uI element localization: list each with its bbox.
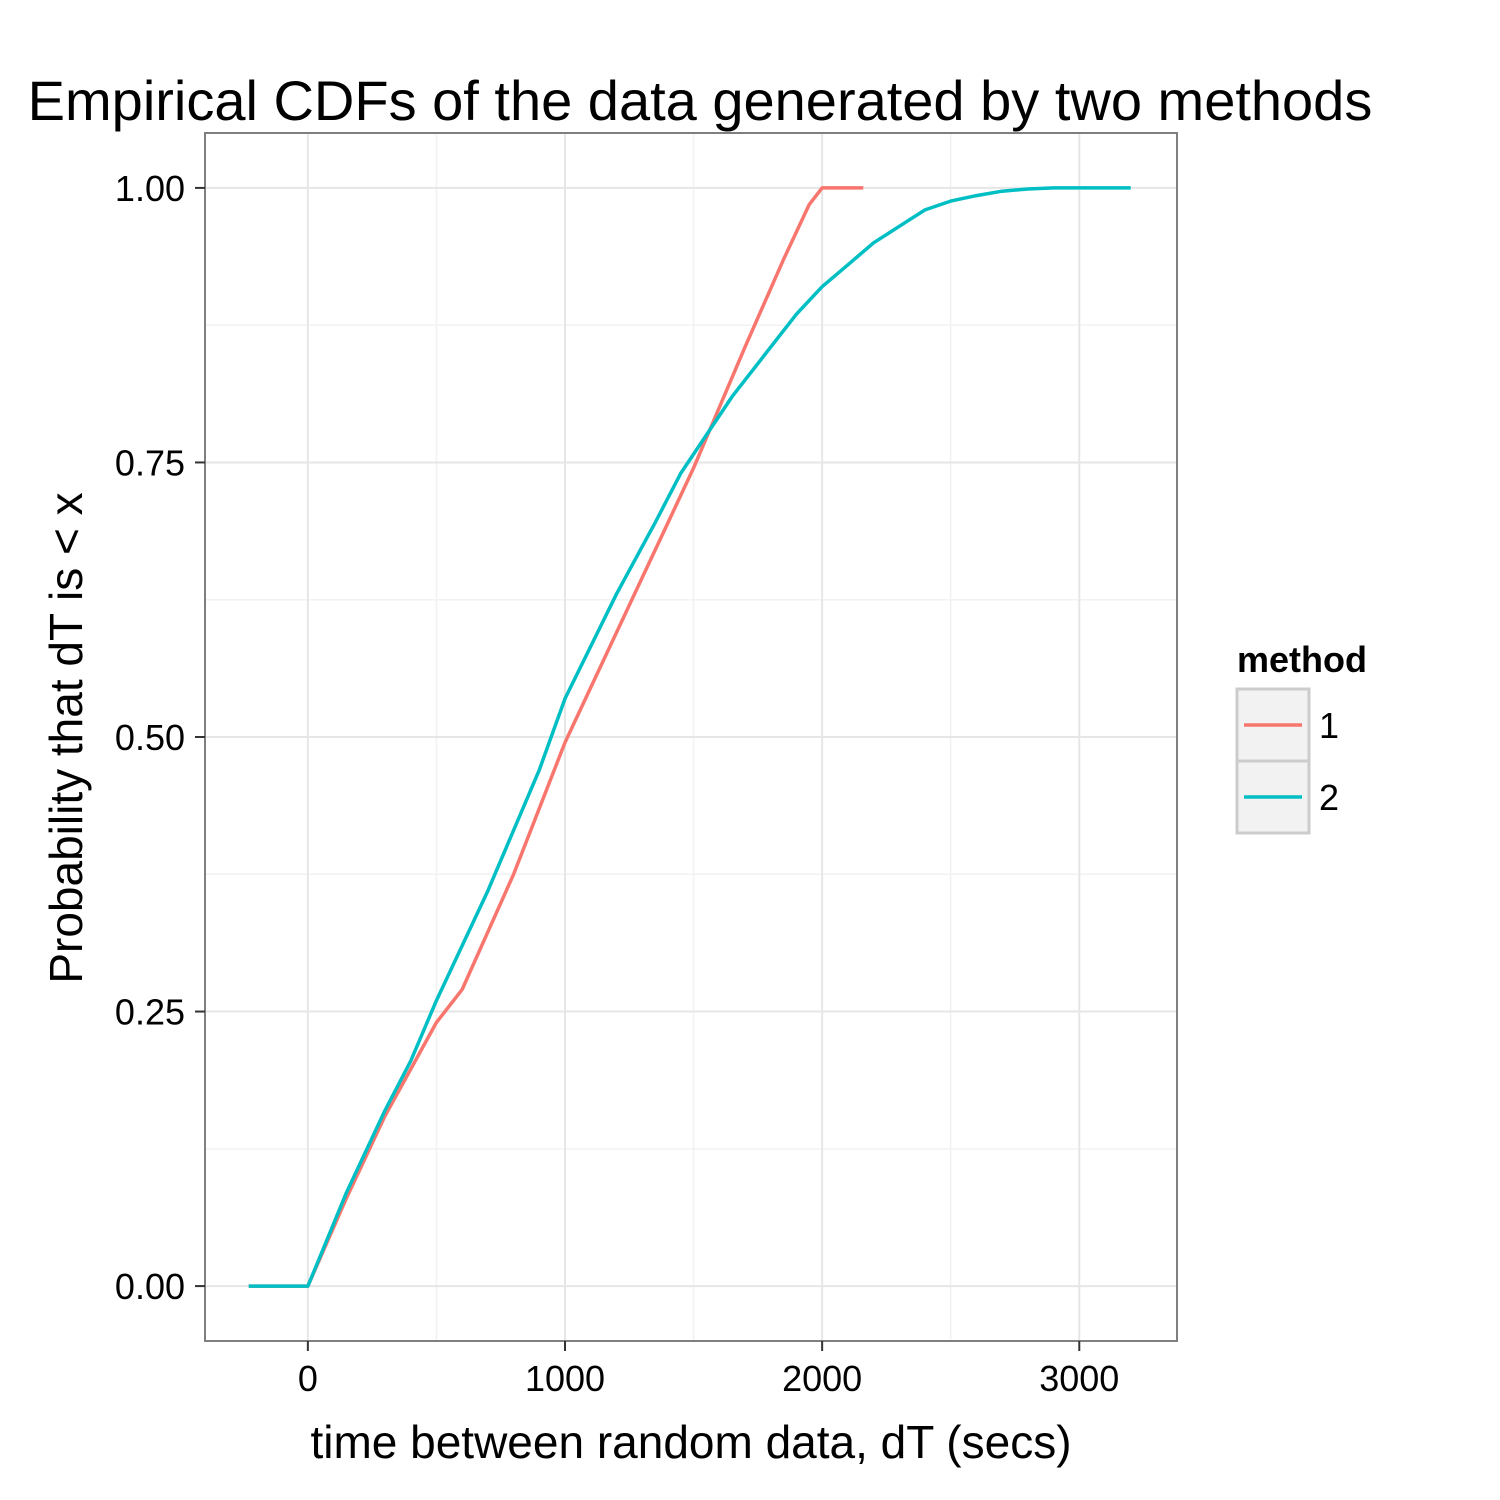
x-tick-label: 3000 bbox=[1039, 1358, 1119, 1399]
legend-title: method bbox=[1237, 639, 1367, 680]
x-tick-label: 1000 bbox=[525, 1358, 605, 1399]
x-tick-label: 2000 bbox=[782, 1358, 862, 1399]
y-tick-label: 0.50 bbox=[115, 717, 185, 758]
series-layer bbox=[248, 186, 1131, 1288]
chart-title: Empirical CDFs of the data generated by … bbox=[28, 69, 1373, 132]
series-line-method-2 bbox=[248, 186, 1131, 1288]
y-tick-label: 0.75 bbox=[115, 442, 185, 483]
y-axis: 0.00 0.25 0.50 0.75 1.00 bbox=[115, 168, 205, 1307]
y-tick-label: 1.00 bbox=[115, 168, 185, 209]
grid-major bbox=[205, 133, 1177, 1341]
y-tick-label: 0.00 bbox=[115, 1266, 185, 1307]
series-line-method-1 bbox=[248, 186, 864, 1288]
x-axis: 0 1000 2000 3000 bbox=[298, 1341, 1119, 1399]
legend-items: 12 bbox=[1235, 687, 1339, 835]
y-tick-label: 0.25 bbox=[115, 992, 185, 1033]
legend-label: 1 bbox=[1319, 705, 1339, 746]
y-axis-title: Probability that dT is < x bbox=[40, 492, 92, 983]
legend: method 12 bbox=[1235, 639, 1367, 835]
legend-label: 2 bbox=[1319, 777, 1339, 818]
x-tick-label: 0 bbox=[298, 1358, 318, 1399]
grid-minor bbox=[205, 133, 1177, 1341]
x-axis-title: time between random data, dT (secs) bbox=[310, 1416, 1071, 1468]
